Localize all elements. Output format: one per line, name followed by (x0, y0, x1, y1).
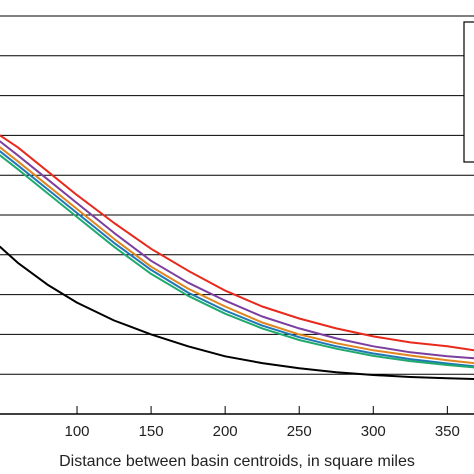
series-lines (0, 134, 474, 380)
series-line-1 (0, 140, 474, 360)
x-tick-label-5: 350 (435, 423, 460, 440)
series-line-5 (0, 245, 474, 380)
x-axis-ticks: 100 150 200 250 300 350 (65, 406, 460, 440)
x-axis-title: Distance between basin centroids, in squ… (59, 453, 415, 470)
x-tick-label-3: 250 (287, 423, 312, 440)
x-tick-label-0: 100 (65, 423, 90, 440)
x-tick-label-1: 150 (139, 423, 164, 440)
x-tick-label-4: 300 (361, 423, 386, 440)
series-line-3 (0, 150, 474, 368)
legend-box (463, 21, 474, 163)
x-tick-label-2: 200 (213, 423, 238, 440)
series-line-2 (0, 146, 474, 365)
series-line-4 (0, 154, 474, 369)
series-line-0 (0, 134, 474, 352)
